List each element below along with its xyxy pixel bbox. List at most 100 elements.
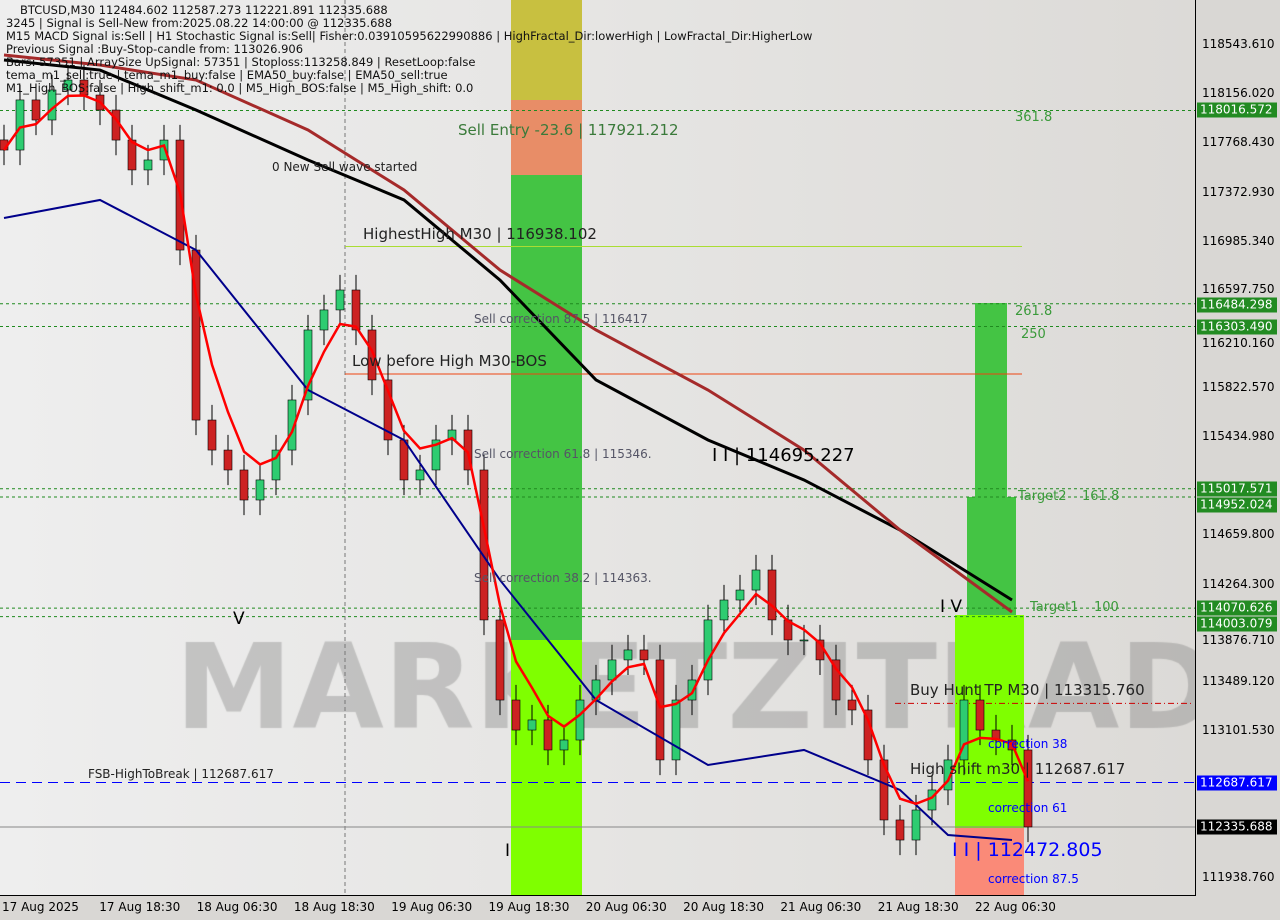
candle-body bbox=[847, 699, 857, 711]
wave-v-label: V bbox=[233, 609, 245, 629]
correction-61-label: correction 61 bbox=[988, 801, 1068, 815]
candle-body bbox=[623, 649, 633, 661]
low-before-high-label: Low before High M30-BOS bbox=[352, 352, 547, 370]
candle-body bbox=[335, 289, 345, 311]
current-price-label: 112335.688 bbox=[1197, 819, 1277, 835]
price-tick: 114659.800 bbox=[1202, 526, 1275, 541]
price-tick: 115822.570 bbox=[1202, 380, 1275, 395]
candle-body bbox=[431, 439, 441, 471]
highest-high-label: HighestHigh M30 | 116938.102 bbox=[363, 225, 597, 243]
candle-body bbox=[367, 329, 377, 381]
candle-body bbox=[639, 649, 649, 661]
green-zone bbox=[511, 175, 582, 640]
price-tick: 113101.530 bbox=[1202, 723, 1275, 738]
candle-body bbox=[575, 699, 585, 741]
candle-body bbox=[15, 99, 25, 151]
candle-body bbox=[959, 699, 969, 761]
time-tick: 20 Aug 18:30 bbox=[683, 900, 765, 914]
candle-body bbox=[287, 399, 297, 451]
price-tick: 118156.020 bbox=[1202, 85, 1275, 100]
correction-87-label: correction 87.5 bbox=[988, 872, 1079, 886]
candle-body bbox=[159, 139, 169, 161]
level-price-label: 115017.571 bbox=[1197, 481, 1277, 497]
candle-body bbox=[831, 659, 841, 701]
bars-info: Bars: 57351 | ArraySize UpSignal: 57351 … bbox=[6, 55, 476, 69]
candle-body bbox=[1023, 749, 1033, 828]
wave-ii-low-label: I I | 112472.805 bbox=[952, 839, 1103, 861]
candle-body bbox=[415, 469, 425, 481]
fib-161-label: 161.8 bbox=[1082, 489, 1120, 504]
new-sell-wave-label: 0 New Sell wave started bbox=[272, 160, 418, 174]
price-chart bbox=[0, 0, 1195, 895]
level-price-label: 116303.490 bbox=[1197, 319, 1277, 335]
candle-body bbox=[543, 719, 553, 751]
candle-body bbox=[687, 679, 697, 701]
time-tick: 20 Aug 06:30 bbox=[585, 900, 667, 914]
candle-body bbox=[655, 659, 665, 761]
fsb-label: FSB-HighToBreak | 112687.617 bbox=[88, 767, 274, 781]
tema-info: tema_m1_sell:true | tema_m1_buy:false | … bbox=[6, 68, 448, 82]
target2-label: Target2 bbox=[1018, 489, 1067, 504]
chart-plot-area[interactable]: BTCUSD,M30 112484.602 112587.273 112221.… bbox=[0, 0, 1196, 896]
candle-body bbox=[143, 159, 153, 171]
candle-body bbox=[447, 429, 457, 441]
price-tick: 115434.980 bbox=[1202, 429, 1275, 444]
sell-correction-87-label: Sell correction 87.5 | 116417 bbox=[474, 312, 648, 326]
candle-body bbox=[751, 569, 761, 591]
candle-body bbox=[399, 439, 409, 481]
price-tick: 117372.930 bbox=[1202, 184, 1275, 199]
candle-body bbox=[735, 589, 745, 601]
candle-body bbox=[255, 479, 265, 501]
sell-entry-label: Sell Entry -23.6 | 117921.212 bbox=[458, 121, 679, 139]
signal-line: 3245 | Signal is Sell-New from:2025.08.2… bbox=[6, 16, 393, 30]
candle-body bbox=[607, 659, 617, 681]
candle-body bbox=[975, 699, 985, 731]
lime-zone bbox=[511, 640, 582, 895]
price-tick: 113489.120 bbox=[1202, 674, 1275, 689]
candle-body bbox=[31, 99, 41, 121]
sell-correction-61-label: Sell correction 61.8 | 115346. bbox=[474, 447, 652, 461]
fib-100-label: 100 bbox=[1094, 600, 1119, 615]
candle-body bbox=[703, 619, 713, 681]
fib-250-label: 250 bbox=[1021, 327, 1046, 342]
candle-body bbox=[303, 329, 313, 401]
candle-body bbox=[719, 599, 729, 621]
candle-body bbox=[63, 79, 73, 91]
ma-line-blue bbox=[3, 198, 1013, 842]
correction-38-label: correction 38 bbox=[988, 737, 1068, 751]
time-tick: 21 Aug 06:30 bbox=[780, 900, 862, 914]
target-zone-upper bbox=[975, 303, 1007, 497]
price-tick: 114264.300 bbox=[1202, 576, 1275, 591]
symbol-ohlc: BTCUSD,M30 112484.602 112587.273 112221.… bbox=[20, 3, 388, 17]
level-price-label: 118016.572 bbox=[1197, 102, 1277, 118]
time-tick: 18 Aug 18:30 bbox=[293, 900, 375, 914]
price-tick: 117768.430 bbox=[1202, 134, 1275, 149]
time-tick: 19 Aug 18:30 bbox=[488, 900, 570, 914]
candle-body bbox=[319, 309, 329, 331]
time-tick: 21 Aug 18:30 bbox=[877, 900, 959, 914]
time-tick: 17 Aug 2025 bbox=[2, 900, 79, 914]
ma-line-brown bbox=[3, 53, 1013, 614]
candle-body bbox=[879, 759, 889, 821]
wave-ii-label: I I | 114695.227 bbox=[712, 445, 855, 466]
fib-361-label: 361.8 bbox=[1015, 110, 1053, 125]
candle-body bbox=[911, 809, 921, 841]
target1-label: Target1 bbox=[1030, 600, 1079, 615]
candle-body bbox=[239, 469, 249, 501]
wave-i-label: I bbox=[505, 841, 511, 861]
candle-body bbox=[511, 699, 521, 731]
previous-signal: Previous Signal :Buy-Stop-candle from: 1… bbox=[6, 42, 304, 56]
level-price-label: 114003.079 bbox=[1197, 616, 1277, 632]
level-price-label: 114952.024 bbox=[1197, 497, 1277, 513]
candle-body bbox=[351, 289, 361, 331]
price-tick: 113876.710 bbox=[1202, 633, 1275, 648]
price-tick: 116210.160 bbox=[1202, 335, 1275, 350]
level-price-label: 114070.626 bbox=[1197, 600, 1277, 616]
candle-body bbox=[271, 449, 281, 481]
sell-correction-38-label: Sell correction 38.2 | 114363. bbox=[474, 571, 652, 585]
candle-body bbox=[223, 449, 233, 471]
candle-body bbox=[671, 699, 681, 761]
price-tick: 116597.750 bbox=[1202, 282, 1275, 297]
buy-hunt-tp-label: Buy Hunt TP M30 | 113315.760 bbox=[910, 681, 1145, 699]
time-tick: 17 Aug 18:30 bbox=[99, 900, 181, 914]
